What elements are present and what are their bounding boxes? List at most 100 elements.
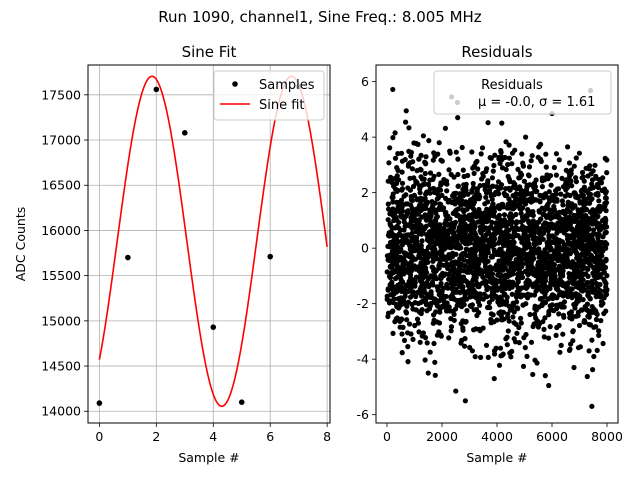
residual-point [395,282,401,288]
y-tick-label: 16000 [41,223,81,238]
residual-point [439,303,445,310]
residual-point [529,153,535,159]
residual-point [489,254,496,260]
residual-point [492,152,498,158]
residual-point [547,324,553,330]
residual-point [385,201,391,207]
residual-point [593,208,599,214]
residual-point [418,167,424,173]
y-tick-label: 6 [361,74,369,89]
residual-point [458,202,464,208]
residual-point [418,299,424,305]
residual-point [429,264,435,270]
residual-point [548,194,554,201]
residual-point [407,187,413,193]
figure-suptitle: Run 1090, channel1, Sine Freq.: 8.005 MH… [158,8,482,26]
residual-point [399,204,405,210]
residual-point [592,162,598,168]
residual-point [466,265,472,271]
residual-point [410,292,416,298]
residual-point [447,308,453,314]
residual-point [497,277,503,283]
residual-point [601,310,607,317]
residual-point [517,184,523,190]
residual-point [501,217,507,223]
residual-point [449,244,455,250]
residual-point [511,240,517,246]
residual-point [423,161,429,167]
residual-point [485,120,491,126]
residual-point [564,257,570,263]
residual-point [559,175,565,181]
residual-point [490,168,496,174]
residual-point [487,264,493,270]
residual-point [541,195,547,201]
residual-point [398,213,404,219]
residual-point [453,306,459,312]
residual-point [505,328,511,334]
residual-point [449,239,455,245]
residual-point [390,191,396,197]
residual-point [430,258,436,264]
residual-point [447,150,453,156]
residual-point [553,151,560,157]
x-tick-label: 2000 [426,429,458,444]
residual-point [418,260,424,266]
residual-point [471,327,477,333]
residual-point [570,329,576,335]
residual-point [539,178,546,184]
residual-point [426,216,432,223]
residual-point [384,253,390,259]
residual-point [429,294,435,301]
residual-point [399,158,405,164]
residual-point [599,248,605,254]
residual-point [409,166,415,172]
residual-point [522,345,528,351]
residual-point [538,275,545,281]
residual-point [553,332,559,338]
residual-point [600,340,606,347]
residual-point [577,199,583,205]
residual-point [505,254,511,260]
residual-point [514,276,521,282]
residual-point [455,235,461,242]
residual-point [593,266,599,273]
residual-point [441,225,447,231]
residual-point [442,221,448,227]
residual-point [439,192,445,198]
residual-point [422,260,429,266]
residual-point [433,268,439,274]
residual-point [498,295,504,301]
residual-point [390,212,396,218]
residual-point [468,303,474,309]
residual-point [601,269,608,275]
residual-point [423,300,429,306]
residual-point [603,257,609,263]
residual-point [567,192,573,199]
residual-point [514,289,520,295]
y-tick-label: -4 [357,352,370,367]
residual-point [548,282,554,288]
residual-point [422,212,428,218]
residual-point [584,259,590,265]
residual-point [492,351,498,357]
residual-point [594,214,600,220]
residual-point [592,242,599,248]
residual-point [482,264,488,270]
residual-point [453,289,459,295]
residual-point [395,151,401,157]
residual-point [518,219,524,225]
residual-point [580,174,586,180]
residual-point [496,154,502,160]
residual-point [537,261,543,267]
residual-point [598,318,604,324]
residual-point [475,283,481,289]
residual-point [527,256,534,262]
residual-point [434,196,440,202]
residual-point [518,320,524,326]
residual-point [572,305,578,311]
residual-point [486,285,492,291]
residual-point [491,162,497,169]
residual-point [444,300,450,306]
residual-point [436,320,443,326]
